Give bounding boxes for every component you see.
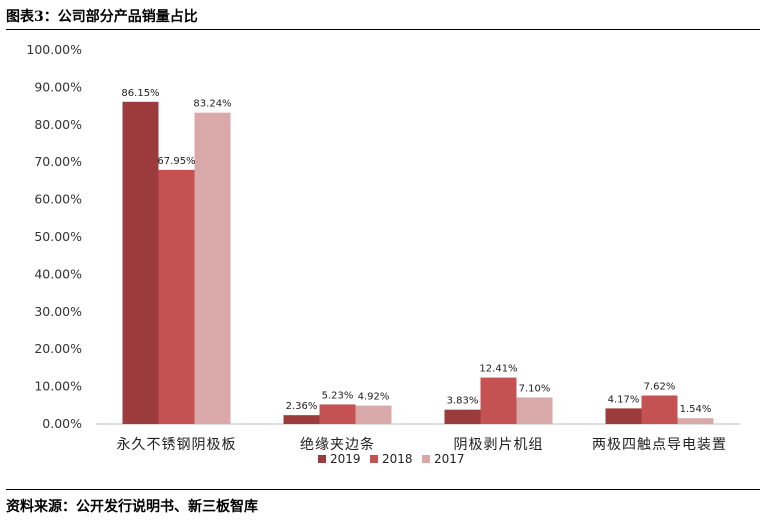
data-labels: 86.15% 67.95% 83.24% 2.36% 5.23% 4.92% 3.83% 12… <box>121 88 711 415</box>
data-label-2019-3: 4.17% <box>608 394 640 405</box>
bar-2018-1 <box>319 404 356 424</box>
bars <box>122 101 714 424</box>
bar-2018-0 <box>158 169 195 424</box>
data-label-2018-0: 67.95% <box>157 156 195 167</box>
data-label-2017-1: 4.92% <box>358 392 390 403</box>
y-tick-label: 70.00% <box>34 154 82 169</box>
bar-2017-3 <box>677 418 714 424</box>
bar-2019-2 <box>444 409 481 424</box>
category-label-3: 两极四触点导电装置 <box>592 437 727 453</box>
y-axis-tick-labels: 0.00% 10.00% 20.00% 30.00% 40.00% 50.00% 60.00… <box>26 42 82 431</box>
data-label-2019-0: 86.15% <box>121 88 159 99</box>
y-tick-label: 20.00% <box>34 341 82 356</box>
bottom-rule <box>6 489 760 490</box>
data-label-2018-2: 12.41% <box>479 364 517 375</box>
legend-swatch-2018 <box>370 455 378 463</box>
y-tick-label: 0.00% <box>42 416 82 431</box>
y-tick-label: 90.00% <box>34 79 82 94</box>
bar-2019-0 <box>122 101 159 424</box>
bar-2019-1 <box>283 415 320 424</box>
bar-2017-0 <box>194 112 231 424</box>
source-note: 资料来源：公开发行说明书、新三板智库 <box>6 499 258 515</box>
bar-2017-1 <box>355 405 392 424</box>
legend-swatch-2017 <box>422 455 430 463</box>
data-label-2019-1: 2.36% <box>286 401 318 412</box>
bar-2019-3 <box>605 408 642 424</box>
bar-2018-3 <box>641 395 678 424</box>
data-label-2018-3: 7.62% <box>644 382 676 393</box>
y-tick-label: 10.00% <box>34 379 82 394</box>
y-tick-label: 50.00% <box>34 229 82 244</box>
legend-label-2018: 2018 <box>382 452 413 466</box>
figure-title: 图表3：公司部分产品销量占比 <box>6 9 198 25</box>
data-label-2017-0: 83.24% <box>193 99 231 110</box>
legend-swatch-2019 <box>318 455 326 463</box>
category-label-2: 阴极剥片机组 <box>454 437 544 453</box>
legend-label-2019: 2019 <box>330 452 361 466</box>
category-label-1: 绝缘夹边条 <box>300 436 375 453</box>
bar-2018-2 <box>480 377 517 424</box>
data-label-2017-2: 7.10% <box>519 383 551 394</box>
y-tick-label: 40.00% <box>34 266 82 281</box>
data-label-2017-3: 1.54% <box>680 404 712 415</box>
y-tick-label: 100.00% <box>26 42 82 57</box>
category-labels: 永久不锈钢阴极板 绝缘夹边条 阴极剥片机组 两极四触点导电装置 <box>117 436 727 453</box>
data-label-2019-2: 3.83% <box>447 396 479 407</box>
data-label-2018-1: 5.23% <box>322 390 354 401</box>
y-tick-label: 30.00% <box>34 304 82 319</box>
top-rule <box>6 29 760 30</box>
y-tick-label: 60.00% <box>34 192 82 207</box>
y-tick-label: 80.00% <box>34 117 82 132</box>
legend: 2019 2018 2017 <box>318 452 465 466</box>
legend-label-2017: 2017 <box>434 452 465 466</box>
bar-2017-2 <box>516 397 553 424</box>
category-label-0: 永久不锈钢阴极板 <box>117 437 237 453</box>
